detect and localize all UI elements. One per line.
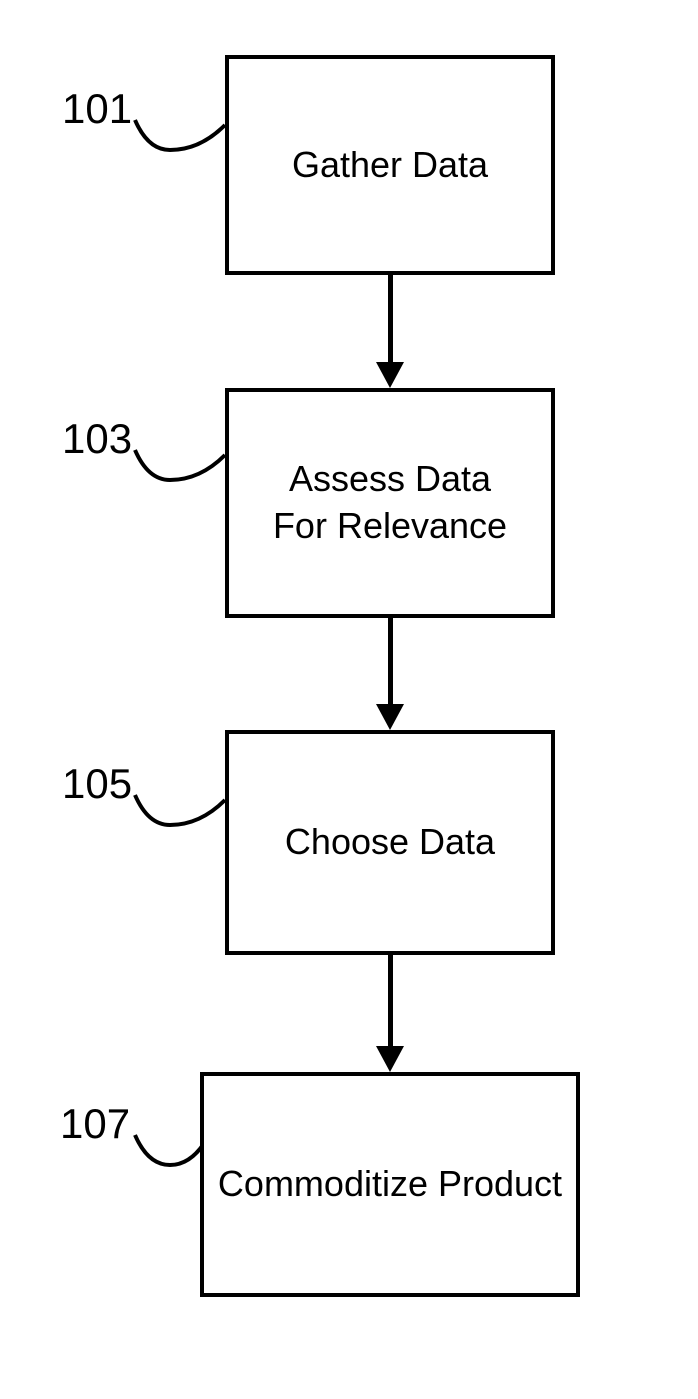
node-label-105: 105 xyxy=(62,760,132,808)
node-text: Assess DataFor Relevance xyxy=(273,456,507,550)
flowchart-node-choose-data: Choose Data xyxy=(225,730,555,955)
flowchart-arrowhead-3 xyxy=(376,1046,404,1072)
node-text: Commoditize Product xyxy=(218,1161,562,1208)
node-text: Gather Data xyxy=(292,142,488,189)
flowchart-arrowhead-1 xyxy=(376,362,404,388)
flowchart-node-assess-data: Assess DataFor Relevance xyxy=(225,388,555,618)
flowchart-node-gather-data: Gather Data xyxy=(225,55,555,275)
flowchart-arrowhead-2 xyxy=(376,704,404,730)
flowchart-container: 101 Gather Data 103 Assess DataFor Relev… xyxy=(0,0,698,1399)
flowchart-arrow-1 xyxy=(388,275,393,363)
flowchart-node-commoditize-product: Commoditize Product xyxy=(200,1072,580,1297)
node-label-103: 103 xyxy=(62,415,132,463)
label-connector-107 xyxy=(130,1110,210,1180)
label-connector-101 xyxy=(130,95,230,165)
flowchart-arrow-2 xyxy=(388,618,393,706)
node-text: Choose Data xyxy=(285,819,495,866)
node-label-101: 101 xyxy=(62,85,132,133)
label-connector-103 xyxy=(130,425,230,495)
flowchart-arrow-3 xyxy=(388,955,393,1047)
node-label-107: 107 xyxy=(60,1100,130,1148)
label-connector-105 xyxy=(130,770,230,840)
